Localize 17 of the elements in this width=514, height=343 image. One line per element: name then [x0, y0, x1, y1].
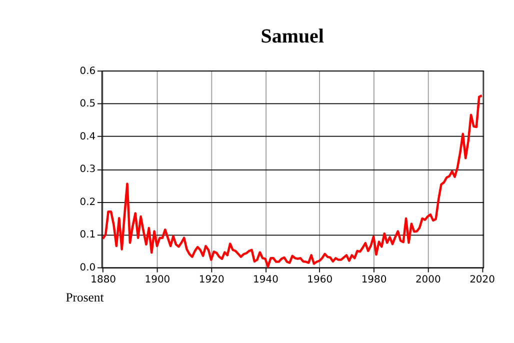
chart-title: Samuel: [260, 26, 324, 48]
x-tick-label: 1920: [198, 274, 224, 286]
y-tick-label: 0.6: [80, 66, 96, 77]
x-tick-label: 1960: [307, 274, 333, 286]
x-tick-label: 2020: [470, 274, 495, 286]
y-tick-label: 0.3: [80, 164, 96, 176]
y-tick-label: 0.5: [80, 98, 96, 110]
y-tick-label: 0.2: [80, 196, 96, 208]
x-tick-label: 2000: [415, 274, 441, 286]
x-tick-label: 1980: [361, 274, 387, 286]
x-tick-label: 1900: [144, 274, 170, 286]
y-tick-label: 0.4: [80, 131, 96, 142]
x-tick-label: 1880: [90, 274, 116, 286]
y-tick-label: 0.0: [80, 262, 96, 274]
y-axis-title: Prosent: [66, 290, 104, 304]
x-tick-label: 1940: [253, 274, 278, 286]
y-tick-label: 0.1: [80, 230, 96, 241]
